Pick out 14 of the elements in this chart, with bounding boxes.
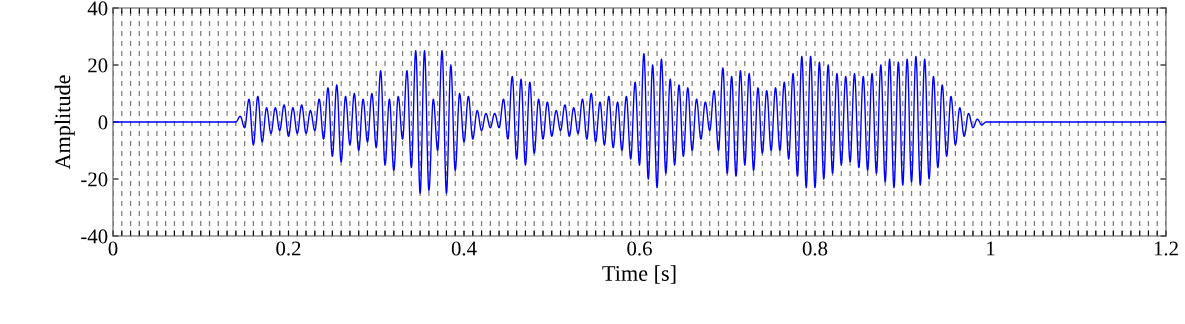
x-tick-label: 0.8 bbox=[802, 241, 828, 256]
x-tick-label: 0 bbox=[108, 241, 118, 256]
x-tick-label: 0.4 bbox=[451, 241, 477, 256]
y-tick-label: 20 bbox=[88, 58, 108, 73]
x-tick-label: 1 bbox=[987, 241, 995, 256]
y-tick-label: -40 bbox=[81, 229, 108, 244]
x-axis-title: Time [s] bbox=[602, 265, 676, 284]
x-tick-label: 0.2 bbox=[276, 241, 301, 256]
x-tick-label: 0.6 bbox=[627, 241, 652, 256]
y-axis-title: Amplitude bbox=[54, 75, 75, 170]
y-tick-label: -20 bbox=[81, 172, 108, 187]
y-tick-label: 0 bbox=[98, 115, 108, 130]
x-tick-label: 1.2 bbox=[1154, 241, 1178, 256]
y-tick-label: 40 bbox=[87, 1, 108, 16]
